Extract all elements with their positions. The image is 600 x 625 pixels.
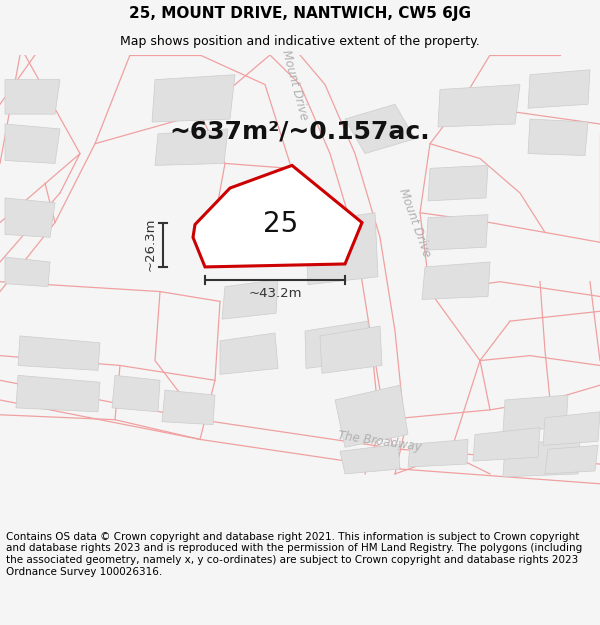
Polygon shape — [5, 124, 60, 163]
Text: Contains OS data © Crown copyright and database right 2021. This information is : Contains OS data © Crown copyright and d… — [6, 532, 582, 577]
Polygon shape — [340, 444, 400, 474]
Polygon shape — [528, 119, 588, 156]
Polygon shape — [503, 395, 568, 431]
Polygon shape — [543, 412, 600, 446]
Polygon shape — [162, 390, 215, 424]
Polygon shape — [345, 104, 415, 154]
Polygon shape — [335, 385, 408, 448]
Polygon shape — [5, 257, 50, 287]
Text: Mount Drive: Mount Drive — [280, 48, 311, 121]
Polygon shape — [16, 376, 100, 412]
Polygon shape — [155, 129, 228, 166]
Text: 25, MOUNT DRIVE, NANTWICH, CW5 6JG: 25, MOUNT DRIVE, NANTWICH, CW5 6JG — [129, 6, 471, 21]
Text: ~43.2m: ~43.2m — [248, 287, 302, 299]
Polygon shape — [426, 214, 488, 250]
Polygon shape — [438, 84, 520, 127]
Text: ~26.3m: ~26.3m — [144, 218, 157, 271]
Text: 25: 25 — [263, 210, 298, 238]
Polygon shape — [473, 428, 540, 461]
Polygon shape — [305, 321, 370, 369]
Polygon shape — [18, 336, 100, 371]
Polygon shape — [193, 166, 362, 267]
Text: The Broadway: The Broadway — [337, 429, 422, 454]
Polygon shape — [320, 326, 382, 373]
Polygon shape — [220, 333, 278, 374]
Polygon shape — [5, 198, 55, 238]
Polygon shape — [305, 213, 378, 284]
Text: ~637m²/~0.157ac.: ~637m²/~0.157ac. — [170, 120, 430, 144]
Text: Mount Drive: Mount Drive — [397, 186, 433, 259]
Polygon shape — [408, 439, 468, 467]
Polygon shape — [222, 280, 278, 319]
Polygon shape — [5, 79, 60, 114]
Polygon shape — [422, 262, 490, 299]
Text: Map shows position and indicative extent of the property.: Map shows position and indicative extent… — [120, 35, 480, 48]
Polygon shape — [112, 376, 160, 412]
Polygon shape — [503, 439, 580, 477]
Polygon shape — [528, 70, 590, 108]
Polygon shape — [428, 166, 488, 201]
Polygon shape — [152, 75, 235, 122]
Polygon shape — [545, 446, 598, 474]
